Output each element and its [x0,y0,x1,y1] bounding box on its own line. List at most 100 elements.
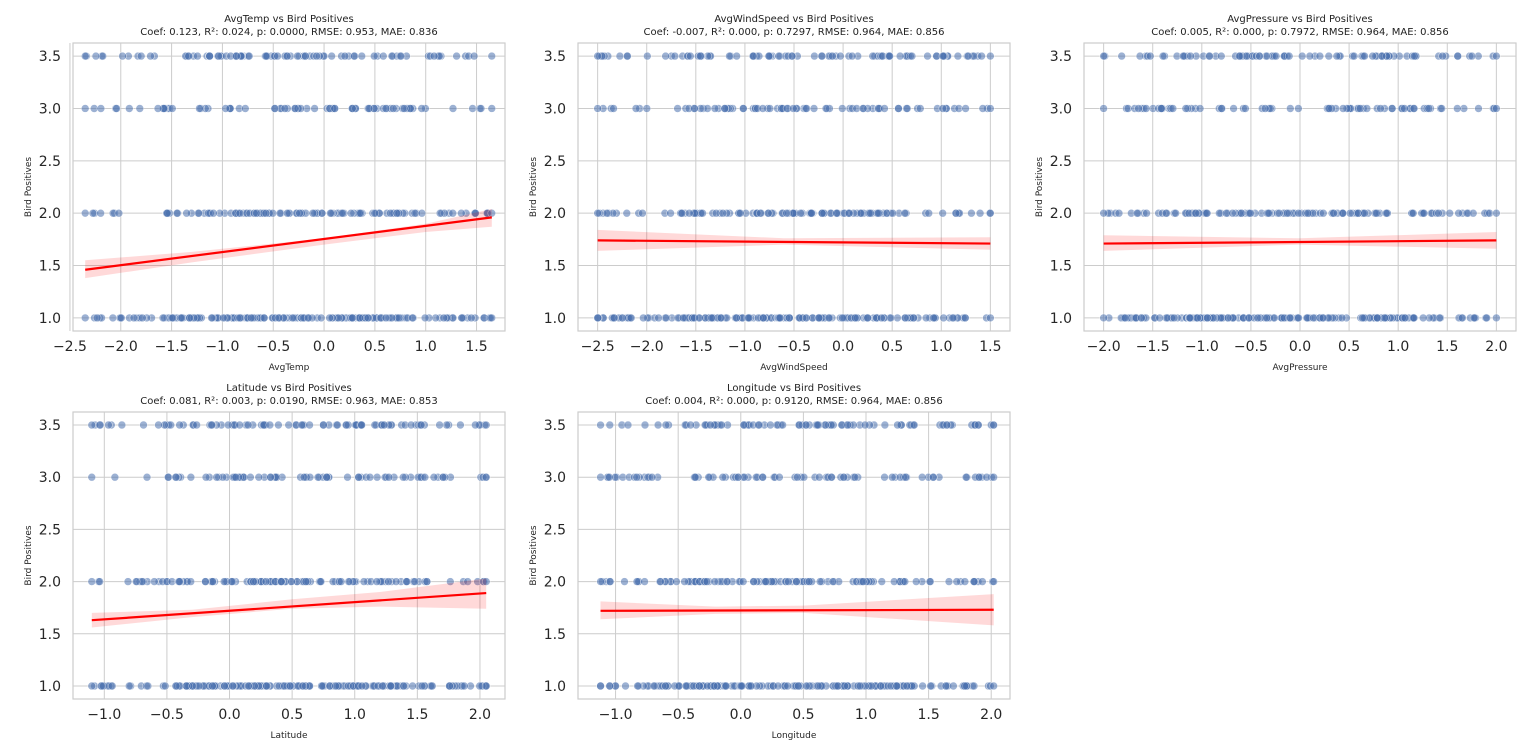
data-point [749,52,757,60]
data-point [766,421,774,429]
data-point [1286,105,1294,113]
x-tick-label: −2.0 [104,339,138,355]
y-axis-label: Bird Positives [529,525,539,585]
x-tick-label: −1.0 [599,707,633,723]
data-point [961,314,969,322]
data-point [1241,105,1249,113]
data-point [681,578,689,586]
data-point [319,421,327,429]
x-tick-label: −2.5 [581,339,615,355]
y-axis-label: Bird Positives [24,525,34,585]
data-point [857,209,865,217]
data-point [428,682,436,690]
data-point [1304,209,1312,217]
x-tick-label: −0.5 [256,339,290,355]
data-point [333,421,341,429]
data-point [1272,52,1280,60]
data-point [342,421,350,429]
data-point [150,578,158,586]
y-tick-label: 3.5 [544,49,566,65]
data-point [962,473,970,481]
y-tick-label: 2.0 [39,206,61,222]
data-point [616,52,624,60]
data-point [978,52,986,60]
x-tick-label: 0.5 [792,707,814,723]
data-point [710,682,718,690]
data-point [392,578,400,586]
data-point [895,105,903,113]
data-point [169,314,177,322]
data-point [952,209,960,217]
data-point [939,105,947,113]
data-point [201,578,209,586]
data-point [1346,209,1354,217]
data-point [311,105,319,113]
data-point [813,421,821,429]
data-point [400,105,408,113]
data-point [603,209,611,217]
data-point [848,52,856,60]
data-point [236,209,244,217]
data-point [919,682,927,690]
data-point [262,578,270,586]
data-point [986,209,994,217]
data-point [220,578,228,586]
data-point [317,314,325,322]
data-point [302,578,310,586]
data-point [136,105,144,113]
data-point [736,209,744,217]
data-point [228,578,236,586]
data-point [978,578,986,586]
data-point [1339,105,1347,113]
data-point [366,473,374,481]
data-point [765,52,773,60]
data-point [838,314,846,322]
data-point [382,314,390,322]
data-point [940,314,948,322]
data-point [326,209,334,217]
data-point [1230,105,1238,113]
data-point [440,314,448,322]
y-axis-label: Bird Positives [529,157,539,217]
data-point [734,473,742,481]
x-tick-label: 1.0 [1387,339,1409,355]
x-tick-label: −0.5 [661,707,695,723]
data-point [246,473,254,481]
data-point [247,314,255,322]
data-point [759,314,767,322]
data-point [1264,209,1272,217]
data-point [682,682,690,690]
data-point [81,52,89,60]
data-point [874,209,882,217]
data-point [1492,314,1500,322]
data-point [421,473,429,481]
data-point [281,105,289,113]
data-point [379,52,387,60]
data-point [695,682,703,690]
data-point [317,578,325,586]
data-point [1294,105,1302,113]
data-point [173,209,181,217]
data-point [1179,52,1187,60]
data-point [93,314,101,322]
data-point [418,682,426,690]
data-point [1217,52,1225,60]
data-point [1358,314,1366,322]
data-point [784,682,792,690]
data-point [168,105,176,113]
data-point [109,314,117,322]
data-point [733,314,741,322]
data-point [674,105,682,113]
data-point [829,578,837,586]
x-tick-label: −0.5 [150,707,184,723]
data-point [159,314,167,322]
data-point [125,682,133,690]
data-point [841,682,849,690]
data-point [810,52,818,60]
data-point [1316,52,1324,60]
data-point [1454,52,1462,60]
x-axis-label: Longitude [772,731,817,741]
data-point [332,682,340,690]
data-point [740,421,748,429]
